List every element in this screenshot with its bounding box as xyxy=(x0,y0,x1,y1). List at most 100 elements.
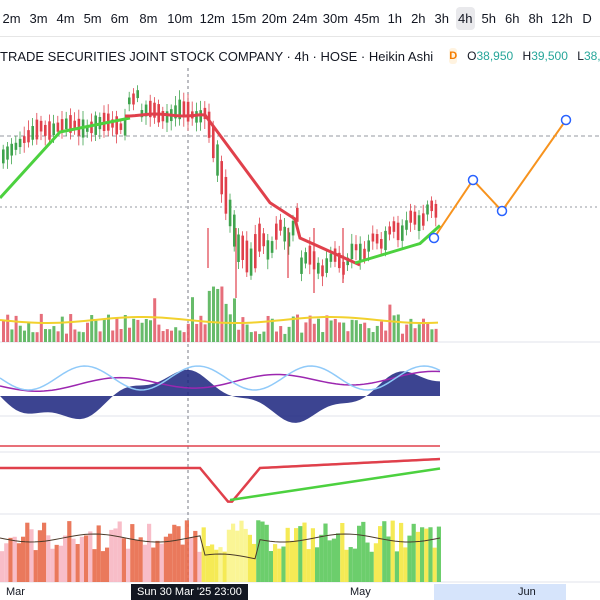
price-chart[interactable] xyxy=(0,68,600,583)
candle-body xyxy=(186,101,190,122)
candle-body xyxy=(237,234,240,262)
histogram-bar xyxy=(260,521,265,582)
histogram-bar xyxy=(134,539,139,582)
dividend-badge[interactable]: D xyxy=(449,48,458,64)
oscillator2-line-red xyxy=(0,457,441,503)
timeframe-4h[interactable]: 4h xyxy=(455,6,476,30)
volume-bar xyxy=(304,322,308,342)
timeframe-bar: 2m 3m 4m 5m 6m 8m 10m 12m 15m 20m 24m 30m 45m 1h 2h 3h 4… xyxy=(0,0,600,37)
histogram-bar xyxy=(138,537,143,582)
volume-bar xyxy=(422,318,425,342)
volume-ma-line xyxy=(0,315,439,324)
candle-body xyxy=(354,244,358,251)
candle-body xyxy=(123,117,127,136)
candle-body xyxy=(153,102,156,118)
volume-bar xyxy=(350,319,354,342)
timeframe-3h[interactable]: 3h xyxy=(434,10,450,26)
candle-body xyxy=(212,126,215,159)
candle-body xyxy=(270,241,274,253)
volume-bar xyxy=(296,314,299,342)
volume-bar xyxy=(384,330,388,342)
timeframe-30m[interactable]: 30m xyxy=(322,10,349,26)
timeframe-6m[interactable]: 6m xyxy=(110,10,129,26)
histogram-bar xyxy=(302,522,307,582)
volume-bar xyxy=(182,332,186,342)
candle-body xyxy=(149,100,152,118)
volume-bar xyxy=(153,298,157,342)
candle-body xyxy=(266,240,270,260)
volume-bar xyxy=(333,318,337,342)
candle-body xyxy=(388,226,391,235)
volume-bar xyxy=(405,324,409,342)
histogram-bar xyxy=(37,530,42,582)
candle-body xyxy=(254,234,257,269)
timeframe-3m[interactable]: 3m xyxy=(29,10,48,26)
histogram-bar xyxy=(436,526,441,582)
candle-body xyxy=(216,144,219,176)
volume-bar xyxy=(258,333,262,342)
timeframe-8m[interactable]: 8m xyxy=(139,10,158,26)
timeframe-5h[interactable]: 5h xyxy=(481,10,496,26)
timeframe-15m[interactable]: 15m xyxy=(231,10,257,26)
histogram-bar xyxy=(323,523,328,582)
timeframe-8h[interactable]: 8h xyxy=(528,10,543,26)
timeframe-24m[interactable]: 24m xyxy=(292,10,318,26)
candle-body xyxy=(39,120,43,132)
histogram-bar xyxy=(352,548,357,582)
candle-body xyxy=(233,214,236,247)
volume-bar xyxy=(237,329,241,342)
volume-bar xyxy=(216,288,220,342)
timeframe-10m[interactable]: 10m xyxy=(167,10,193,26)
timeframe-6h[interactable]: 6h xyxy=(505,10,520,26)
volume-bar xyxy=(48,329,52,342)
chart-legend: TRADE SECURITIES JOINT STOCK COMPANY · 4… xyxy=(0,44,600,68)
candle-body xyxy=(165,111,169,123)
candle-body xyxy=(317,262,320,274)
histogram-bar xyxy=(361,521,366,582)
volume-bar xyxy=(346,331,350,342)
timeframe-1h[interactable]: 1h xyxy=(387,10,403,26)
candle-body xyxy=(409,210,412,223)
histogram-bar xyxy=(79,536,84,582)
histogram-bar xyxy=(180,544,185,582)
candle-body xyxy=(90,121,93,134)
volume-bar xyxy=(434,328,438,342)
volume-bar xyxy=(23,330,26,342)
time-axis: Mar Sun 30 Mar '25 23:00 May Jun xyxy=(0,584,600,600)
histogram-bar xyxy=(281,546,286,582)
timeframe-20m[interactable]: 20m xyxy=(261,10,287,26)
volume-bar xyxy=(52,326,56,342)
candle-body xyxy=(27,130,30,143)
volume-bar xyxy=(31,332,35,342)
symbol-title[interactable]: TRADE SECURITIES JOINT STOCK COMPANY · 4… xyxy=(0,48,434,64)
oscillator-line-blue xyxy=(0,365,441,391)
timeframe-5m[interactable]: 5m xyxy=(83,10,102,26)
histogram-bar xyxy=(369,551,374,582)
histogram-bar xyxy=(117,521,122,582)
histogram-bar xyxy=(172,524,177,582)
candle-body xyxy=(434,203,438,218)
histogram-bar xyxy=(12,536,17,582)
timeframe-4m[interactable]: 4m xyxy=(56,10,75,26)
timeframe-12m[interactable]: 12m xyxy=(199,10,225,26)
volume-bar xyxy=(262,331,266,342)
histogram-bar xyxy=(264,524,269,582)
volume-bar xyxy=(86,322,89,342)
histogram-bar xyxy=(411,523,416,582)
timeframe-2m[interactable]: 2m xyxy=(2,10,21,26)
volume-bar xyxy=(144,318,148,342)
volume-bar xyxy=(2,319,5,342)
volume-bar xyxy=(174,327,178,342)
candle-body xyxy=(10,143,13,156)
timeframe-45m[interactable]: 45m xyxy=(354,10,380,26)
histogram-bar xyxy=(168,533,173,582)
timeframe-12h[interactable]: 12h xyxy=(551,10,573,26)
volume-bar xyxy=(325,315,329,342)
volume-bar xyxy=(128,327,131,342)
timeframe-D[interactable]: D xyxy=(582,10,592,26)
volume-bar xyxy=(39,313,43,342)
volume-bar xyxy=(44,329,47,342)
timeframe-2h[interactable]: 2h xyxy=(411,10,426,26)
histogram-bar xyxy=(403,547,408,582)
histogram-bar xyxy=(252,543,257,582)
